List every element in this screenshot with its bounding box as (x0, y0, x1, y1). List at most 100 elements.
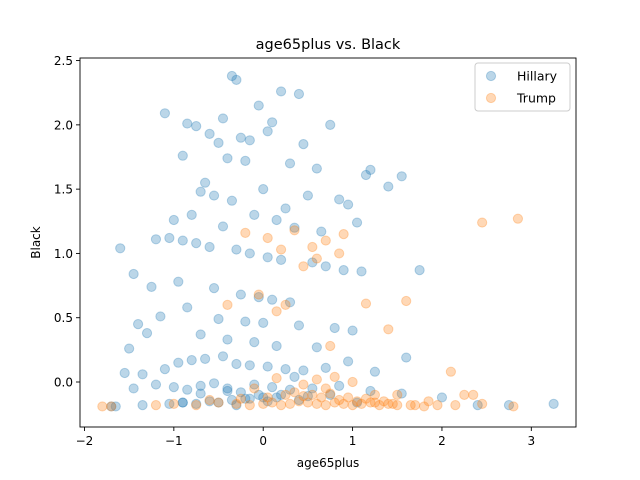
legend: Hillary Trump (474, 62, 571, 112)
hillary-point (240, 316, 251, 327)
hillary-point (325, 389, 336, 400)
hillary-point (284, 297, 296, 308)
hillary-point (182, 118, 193, 129)
trump-point (401, 295, 412, 307)
trump-point (271, 373, 282, 384)
legend-label-hillary: Hillary (517, 69, 558, 84)
trump-point (356, 398, 367, 409)
trump-point (338, 398, 349, 409)
trump-point (468, 389, 479, 400)
hillary-point (275, 86, 287, 97)
x-axis-label: age65plus (297, 456, 359, 470)
hillary-point (222, 334, 233, 345)
hillary-point (320, 362, 331, 373)
trump-point (235, 393, 246, 404)
trump-point (325, 340, 336, 352)
hillary-point (436, 392, 448, 403)
trump-point (320, 383, 331, 394)
hillary-point (271, 214, 282, 226)
y-tick-label: 0.0 (54, 376, 73, 390)
hillary-point (253, 100, 264, 111)
trump-point (343, 392, 354, 403)
hillary-point (177, 235, 188, 246)
trump-point (423, 396, 434, 407)
hillary-point (235, 289, 246, 300)
trump-point (298, 391, 309, 402)
trump-point (280, 299, 291, 310)
y-axis-ticks: 0.0 0.5 1.0 1.5 2.0 2.5 (54, 54, 80, 390)
hillary-point (503, 400, 515, 411)
trump-point (307, 241, 318, 253)
hillary-point (231, 244, 242, 255)
hillary-point (177, 397, 188, 408)
hillary-point (401, 352, 412, 363)
hillary-point (240, 155, 251, 166)
trump-point (387, 398, 398, 409)
x-tick-label: 1 (349, 434, 357, 448)
hillary-point (159, 108, 170, 119)
hillary-point (298, 365, 309, 376)
hillary-point (173, 276, 184, 287)
hillary-point (222, 385, 233, 397)
hillary-point (195, 329, 206, 340)
hillary-point (146, 281, 157, 292)
hillary-point (320, 261, 331, 272)
hillary-point (182, 302, 193, 313)
trump-point (289, 225, 300, 236)
hillary-point (365, 385, 376, 397)
y-axis-label: Black (29, 226, 43, 259)
trump-point (334, 394, 345, 406)
hillary-point (284, 158, 296, 169)
trump-point (213, 397, 224, 408)
hillary-point (244, 248, 255, 259)
hillary-point (356, 266, 367, 277)
trump-point (360, 298, 372, 309)
hillary-point (258, 392, 269, 403)
trump-point (445, 366, 456, 377)
trump-point (271, 306, 282, 317)
hillary-point (262, 126, 273, 137)
trump-point (405, 400, 416, 411)
trump-point (267, 397, 278, 408)
x-tick-label: −1 (165, 434, 183, 448)
hillary-point (302, 190, 313, 201)
hillary-point (365, 164, 376, 175)
trump-point (450, 400, 461, 411)
hillary-point (343, 199, 354, 210)
hillary-point (208, 283, 220, 294)
trump-point (477, 217, 488, 228)
hillary-point (396, 171, 407, 182)
trump-point (298, 379, 309, 390)
x-tick-label: 2 (438, 434, 446, 448)
trump-point (204, 394, 215, 406)
hillary-point (164, 398, 175, 409)
legend-marker-trump (485, 92, 497, 104)
hillary-point (168, 382, 179, 393)
hillary-point (235, 387, 246, 398)
hillary-point (182, 384, 193, 395)
legend-box (474, 62, 571, 112)
trump-point (275, 400, 287, 411)
trump-point (392, 400, 403, 411)
hillary-point (195, 388, 206, 399)
hillary-point (262, 361, 273, 372)
trump-point (320, 235, 331, 246)
hillary-point (141, 328, 153, 339)
trump-point (512, 213, 524, 224)
trump-point (284, 398, 296, 409)
trump-point (275, 244, 287, 255)
y-tick-label: 2.0 (54, 118, 73, 132)
hillary-point (351, 397, 363, 408)
hillary-point (195, 380, 206, 391)
hillary-point (369, 366, 381, 377)
hillary-point (347, 325, 358, 336)
hillary-point (284, 384, 296, 395)
hillary-point (249, 209, 260, 220)
hillary-point (334, 194, 345, 205)
trump-point (258, 398, 269, 409)
trump-point (249, 383, 260, 394)
y-tick-label: 1.0 (54, 247, 73, 261)
hillary-point (155, 311, 166, 322)
hillary-point (159, 364, 170, 375)
